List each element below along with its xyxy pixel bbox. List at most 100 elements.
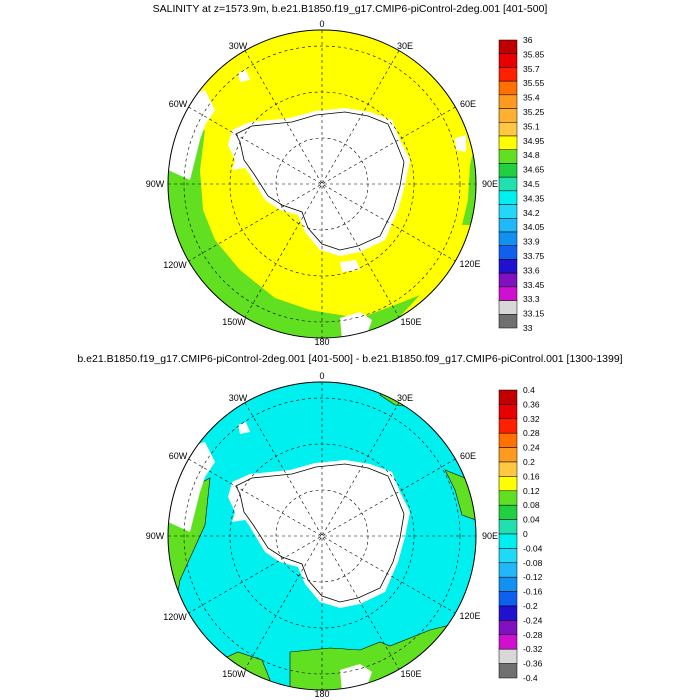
colorbar-label: 0 bbox=[523, 529, 528, 539]
colorbar-label: 0.24 bbox=[523, 443, 540, 453]
lon-label: 90W bbox=[146, 179, 165, 189]
colorbar-label: -0.32 bbox=[523, 644, 543, 654]
colorbar-swatch bbox=[498, 634, 518, 650]
colorbar-swatch bbox=[498, 519, 518, 535]
colorbar-label: 0.12 bbox=[523, 486, 540, 496]
colorbar-label: 33.6 bbox=[523, 265, 540, 275]
lon-label: 150W bbox=[222, 669, 246, 679]
colorbar-label: 0.08 bbox=[523, 500, 540, 510]
lon-label: 30W bbox=[229, 393, 248, 403]
colorbar-swatch bbox=[498, 620, 518, 636]
colorbar: 0.4 0.36 0.32 0.28 0.24 0.2 0.16 0.12 0.08 0.04 0 -… bbox=[498, 385, 543, 683]
colorbar-swatch bbox=[498, 548, 518, 564]
panel-title: b.e21.B1850.f19_g17.CMIP6-piControl-2deg… bbox=[77, 353, 623, 365]
lon-label: 30E bbox=[397, 393, 413, 403]
lon-label: 60W bbox=[169, 99, 188, 109]
polar-map: 0 30E 60E 90E 120E 150E 180 150W 120W 90… bbox=[146, 371, 543, 699]
colorbar-swatch bbox=[498, 122, 518, 137]
colorbar-label: -0.2 bbox=[523, 601, 538, 611]
lon-label: 90W bbox=[146, 531, 165, 541]
colorbar-swatch bbox=[498, 605, 518, 621]
colorbar-label: 34.2 bbox=[523, 208, 540, 218]
colorbar-swatch bbox=[498, 418, 518, 434]
lon-label: 120W bbox=[163, 260, 187, 270]
colorbar-swatch bbox=[498, 389, 518, 405]
colorbar-swatch bbox=[498, 404, 518, 420]
colorbar-swatch bbox=[498, 447, 518, 463]
lon-label: 150W bbox=[222, 317, 246, 327]
ice-island bbox=[455, 135, 466, 152]
ice-patch bbox=[340, 260, 360, 272]
map-field bbox=[168, 382, 476, 690]
ice-island bbox=[238, 70, 250, 82]
colorbar-label: 35.55 bbox=[523, 78, 545, 88]
colorbar-swatch bbox=[498, 490, 518, 506]
colorbar-swatch bbox=[498, 663, 518, 679]
lon-label: 0 bbox=[319, 19, 324, 29]
colorbar-swatch bbox=[498, 149, 518, 164]
colorbar-label: 34.35 bbox=[523, 193, 545, 203]
lon-label: 90E bbox=[482, 179, 498, 189]
colorbar-label: 0.28 bbox=[523, 428, 540, 438]
lon-label: 180 bbox=[314, 689, 329, 699]
colorbar-label: -0.16 bbox=[523, 587, 543, 597]
lon-label: 30E bbox=[397, 41, 413, 51]
colorbar-swatch bbox=[498, 461, 518, 477]
difference-panel: b.e21.B1850.f19_g17.CMIP6-piControl-2deg… bbox=[0, 350, 700, 700]
colorbar-label: 0.36 bbox=[523, 399, 540, 409]
colorbar-label: 34.8 bbox=[523, 150, 540, 160]
colorbar-swatch bbox=[498, 231, 518, 246]
colorbar-label: 33.3 bbox=[523, 294, 540, 304]
coastline bbox=[235, 111, 405, 251]
colorbar-swatch bbox=[498, 272, 518, 288]
colorbar-label: -0.4 bbox=[523, 673, 538, 683]
colorbar-label: 33 bbox=[523, 323, 533, 333]
lon-label: 150E bbox=[400, 317, 421, 327]
map-boundary bbox=[167, 29, 477, 339]
colorbar-label: 33.75 bbox=[523, 251, 545, 261]
colorbar-swatch bbox=[498, 504, 518, 520]
colorbar-label: 0.16 bbox=[523, 471, 540, 481]
lon-label: 30W bbox=[229, 41, 248, 51]
longitude-labels: 0 30E 60E 90E 120E 150E 180 150W 120W 90… bbox=[146, 19, 498, 347]
colorbar-swatch bbox=[498, 432, 518, 448]
colorbar-swatch bbox=[498, 67, 518, 82]
colorbar-swatch bbox=[498, 533, 518, 549]
lon-label: 60E bbox=[460, 451, 476, 461]
colorbar-label: 34.95 bbox=[523, 136, 545, 146]
colorbar-label: -0.12 bbox=[523, 572, 543, 582]
lon-label: 120E bbox=[459, 259, 480, 269]
colorbar-swatch bbox=[498, 80, 518, 96]
colorbar-label: 0.4 bbox=[523, 385, 535, 395]
coastline bbox=[235, 463, 405, 603]
colorbar-label: -0.24 bbox=[523, 615, 543, 625]
colorbar-swatch bbox=[498, 562, 518, 578]
colorbar-swatch bbox=[498, 314, 518, 329]
panel-title: SALINITY at z=1573.9m, b.e21.B1850.f19_g… bbox=[152, 3, 548, 15]
colorbar-label: -0.04 bbox=[523, 543, 543, 553]
lon-label: 120W bbox=[163, 612, 187, 622]
colorbar-label: -0.36 bbox=[523, 659, 543, 669]
colorbar-swatch bbox=[498, 108, 518, 123]
colorbar-swatch bbox=[498, 176, 518, 192]
ice-island bbox=[238, 422, 250, 434]
colorbar-swatch bbox=[498, 476, 518, 492]
lon-label: 180 bbox=[314, 337, 329, 347]
lon-label: 90E bbox=[482, 531, 498, 541]
colorbar-label: 35.85 bbox=[523, 49, 545, 59]
lon-label: 120E bbox=[459, 611, 480, 621]
colorbar-swatch bbox=[498, 135, 518, 150]
colorbar-label: 33.9 bbox=[523, 237, 540, 247]
longitude-labels: 0 30E 60E 90E 120E 150E 180 150W 120W 90… bbox=[146, 371, 498, 699]
colorbar-swatch bbox=[498, 53, 518, 68]
colorbar-label: 36 bbox=[523, 35, 533, 45]
colorbar-label: 33.15 bbox=[523, 309, 545, 319]
colorbar-label: 35.25 bbox=[523, 107, 545, 117]
lon-label: 60E bbox=[460, 99, 476, 109]
colorbar-swatch bbox=[498, 39, 518, 54]
polar-map: 0 30E 60E 90E 120E 150E 180 150W 120W 90… bbox=[146, 19, 545, 347]
colorbar-label: 35.7 bbox=[523, 64, 540, 74]
colorbar-swatch bbox=[498, 204, 518, 219]
colorbar-swatch bbox=[498, 300, 518, 315]
colorbar-label: 35.4 bbox=[523, 93, 540, 103]
